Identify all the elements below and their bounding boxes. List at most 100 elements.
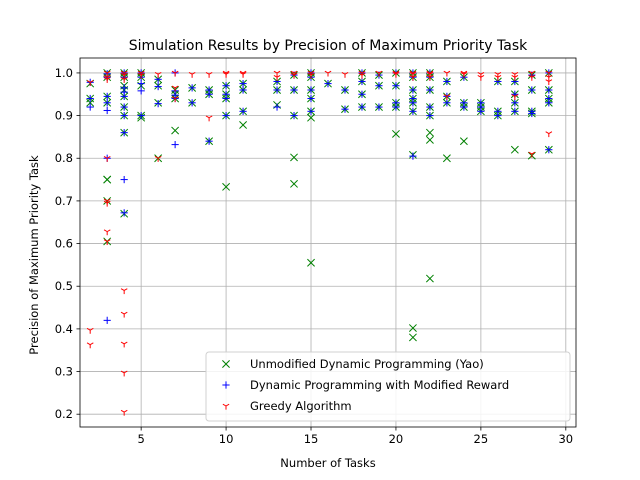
legend-label: Unmodified Dynamic Programming (Yao) bbox=[250, 357, 484, 371]
data-point bbox=[222, 82, 230, 90]
data-point bbox=[120, 311, 128, 318]
data-point bbox=[273, 70, 281, 77]
data-point bbox=[86, 327, 94, 334]
data-point bbox=[545, 70, 553, 77]
data-point bbox=[324, 79, 332, 88]
data-point bbox=[528, 74, 536, 81]
data-point bbox=[239, 121, 248, 129]
data-point bbox=[205, 137, 213, 145]
y-tick-label: 0.8 bbox=[55, 151, 73, 165]
data-point bbox=[425, 135, 434, 144]
data-point bbox=[391, 129, 400, 138]
data-point bbox=[545, 146, 553, 154]
y-tick-label: 0.9 bbox=[55, 109, 73, 123]
data-point bbox=[409, 152, 417, 160]
data-point bbox=[86, 80, 94, 86]
data-point bbox=[460, 71, 468, 78]
data-point bbox=[341, 86, 349, 94]
data-point bbox=[358, 77, 366, 86]
data-point bbox=[171, 126, 180, 135]
data-point bbox=[290, 111, 298, 120]
data-point bbox=[171, 96, 179, 103]
y-tick-label: 1.0 bbox=[55, 66, 73, 80]
data-point bbox=[205, 71, 213, 78]
data-point bbox=[511, 94, 519, 100]
data-point bbox=[222, 381, 230, 389]
data-point bbox=[426, 74, 434, 81]
data-point bbox=[375, 70, 383, 77]
y-axis-label: Precision of Maximum Priority Task bbox=[27, 155, 41, 355]
data-point bbox=[290, 179, 298, 188]
legend-label: Dynamic Programming with Modified Reward bbox=[250, 378, 509, 392]
data-point bbox=[103, 175, 112, 184]
data-point bbox=[545, 131, 553, 138]
data-point bbox=[120, 288, 128, 295]
data-point bbox=[341, 105, 349, 113]
data-point bbox=[443, 70, 451, 77]
data-point bbox=[358, 72, 366, 79]
y-tick-label: 0.5 bbox=[55, 279, 73, 293]
data-point bbox=[545, 79, 553, 86]
data-point bbox=[408, 333, 417, 342]
data-point bbox=[86, 94, 94, 103]
data-point bbox=[103, 156, 111, 162]
data-point bbox=[154, 156, 162, 162]
data-point bbox=[460, 103, 468, 111]
data-point bbox=[239, 79, 247, 88]
data-point bbox=[425, 128, 434, 137]
x-tick-label: 30 bbox=[558, 432, 573, 446]
data-point bbox=[137, 111, 145, 120]
data-point bbox=[103, 99, 111, 107]
legend-box bbox=[205, 351, 571, 422]
data-point bbox=[528, 70, 536, 77]
data-point bbox=[239, 107, 247, 115]
data-point bbox=[188, 99, 196, 107]
data-point bbox=[307, 258, 315, 267]
data-point bbox=[307, 72, 315, 79]
data-point bbox=[408, 324, 417, 332]
data-point bbox=[545, 74, 553, 81]
data-point bbox=[86, 342, 94, 349]
data-point bbox=[510, 145, 519, 154]
data-point bbox=[188, 71, 196, 78]
data-point bbox=[409, 86, 417, 94]
data-point bbox=[120, 209, 128, 217]
data-point bbox=[392, 103, 400, 111]
data-point bbox=[443, 94, 451, 100]
data-point bbox=[375, 103, 383, 111]
data-point bbox=[426, 111, 434, 120]
data-point bbox=[205, 115, 213, 122]
data-point bbox=[290, 86, 298, 94]
y-tick-label: 0.4 bbox=[55, 322, 73, 336]
data-point bbox=[222, 403, 230, 410]
data-point bbox=[511, 99, 519, 107]
x-tick-label: 5 bbox=[137, 432, 144, 446]
data-point bbox=[86, 98, 95, 107]
data-point bbox=[409, 74, 417, 81]
data-point bbox=[273, 74, 281, 81]
data-point bbox=[103, 229, 111, 236]
data-point bbox=[494, 74, 502, 81]
x-tick-label: 20 bbox=[389, 432, 404, 446]
y-tick-label: 0.3 bbox=[55, 365, 73, 379]
data-point bbox=[358, 103, 366, 111]
data-point bbox=[307, 94, 315, 103]
data-point bbox=[222, 71, 230, 78]
data-point bbox=[307, 107, 315, 115]
y-tick-label: 0.2 bbox=[55, 407, 73, 421]
data-point bbox=[86, 103, 94, 111]
data-point bbox=[222, 360, 230, 368]
axis-ticks: 5 10 15 20 25 30 0.2 0.3 0.4 0.5 0.6 0.7 0.8 0.9 1.0 bbox=[55, 66, 573, 446]
data-point bbox=[222, 94, 230, 103]
data-point bbox=[443, 99, 451, 107]
data-point bbox=[120, 129, 128, 137]
data-point bbox=[358, 90, 366, 98]
data-point bbox=[528, 151, 536, 158]
data-point bbox=[528, 109, 536, 118]
data-point bbox=[103, 70, 111, 77]
data-point bbox=[171, 70, 179, 77]
legend: Unmodified Dynamic Programming (Yao) Dyna… bbox=[205, 351, 571, 422]
data-point bbox=[188, 84, 196, 92]
chart-title: Simulation Results by Precision of Maxim… bbox=[129, 38, 528, 54]
